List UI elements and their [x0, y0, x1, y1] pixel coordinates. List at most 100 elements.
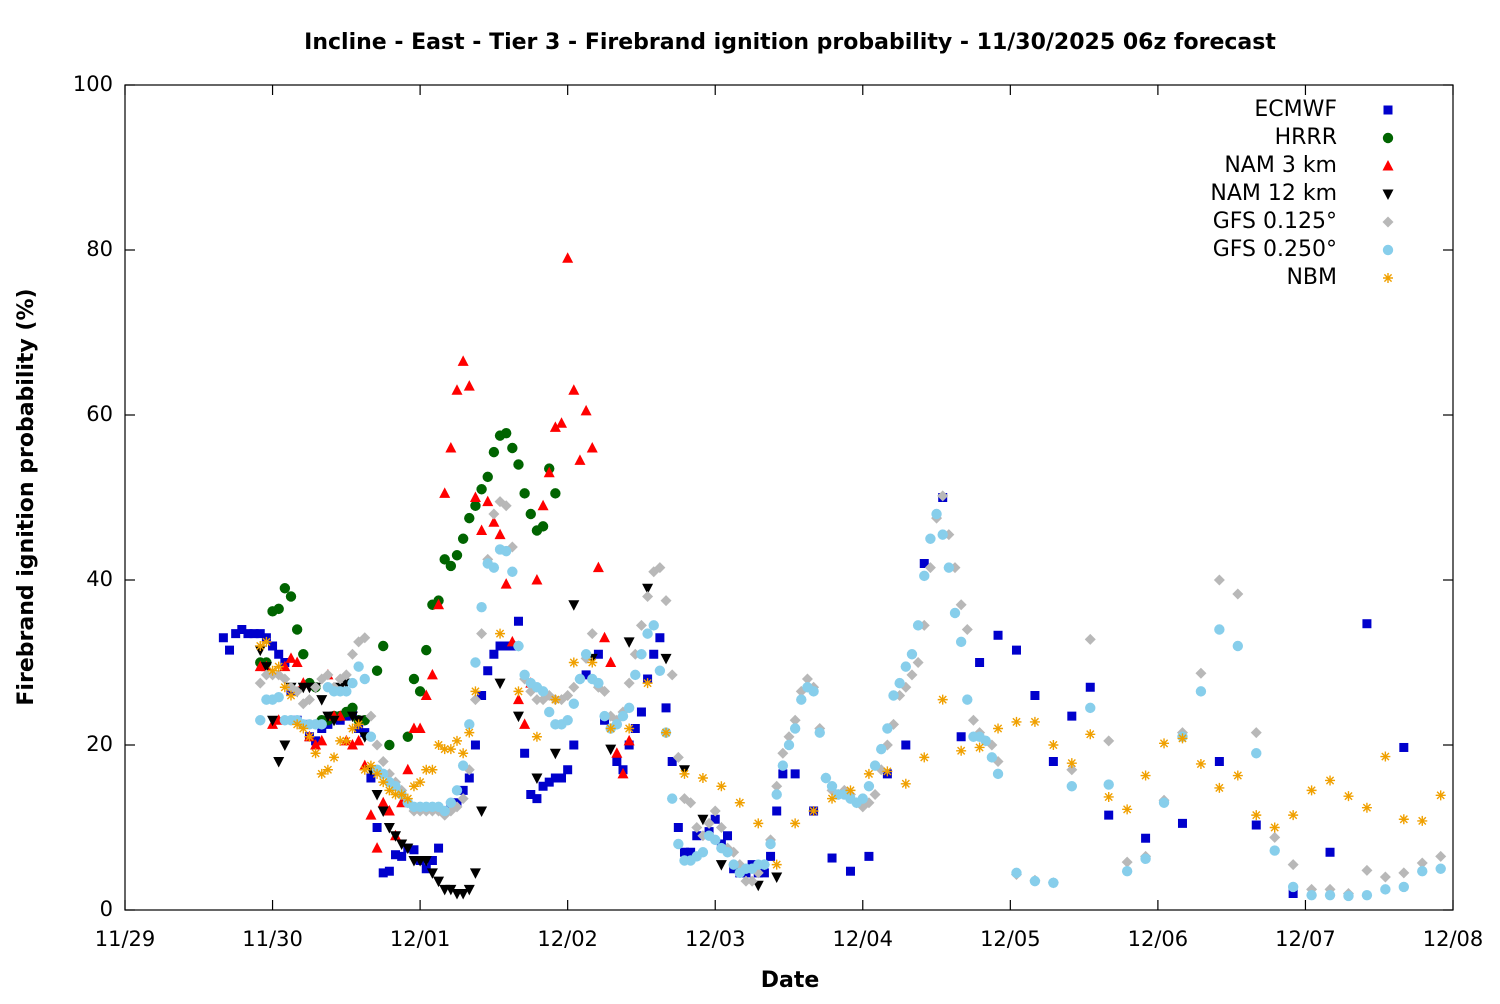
data-point [1435, 850, 1447, 862]
data-point [519, 669, 530, 681]
data-point [291, 656, 303, 667]
data-point [1361, 864, 1373, 876]
data-point [482, 471, 493, 483]
data-point [353, 734, 365, 746]
data-point [550, 488, 561, 499]
data-point [544, 777, 554, 787]
data-point [709, 805, 721, 817]
data-point [630, 724, 640, 733]
data-point [396, 839, 408, 850]
data-point [783, 739, 795, 751]
data-point [827, 853, 837, 863]
data-point [1066, 758, 1077, 769]
data-point [476, 628, 488, 640]
data-point [642, 678, 653, 689]
data-point [864, 851, 874, 861]
data-point [808, 686, 819, 697]
data-point [611, 719, 623, 730]
data-point [642, 583, 654, 595]
data-point [771, 859, 782, 870]
data-point [439, 805, 450, 817]
data-point [494, 678, 506, 690]
data-point [537, 499, 549, 511]
data-point [605, 744, 617, 756]
data-point [605, 656, 617, 667]
data-point [267, 665, 278, 676]
data-point [391, 850, 401, 860]
data-point [1343, 890, 1354, 902]
data-point [415, 777, 426, 788]
data-point [341, 735, 352, 746]
data-point [359, 764, 370, 775]
data-point [722, 847, 733, 858]
data-point [568, 681, 580, 693]
data-point [796, 694, 807, 705]
data-point [1251, 820, 1261, 830]
data-point [1379, 871, 1391, 883]
data-point [636, 707, 646, 717]
data-point [814, 727, 825, 738]
data-point [378, 640, 389, 652]
data-point [562, 715, 573, 726]
data-point [1325, 775, 1336, 786]
data-point [494, 528, 506, 540]
data-point [488, 516, 500, 527]
legend-label: HRRR [1275, 125, 1337, 150]
data-point [427, 764, 438, 775]
data-point [660, 653, 672, 665]
data-point [500, 500, 512, 512]
data-point [569, 740, 579, 750]
data-point [587, 657, 598, 668]
data-point [285, 652, 297, 663]
data-point [654, 562, 666, 574]
data-point [310, 748, 321, 759]
data-point [464, 727, 475, 738]
data-point [377, 756, 389, 767]
data-point [876, 743, 887, 755]
data-point [599, 685, 611, 697]
data-point [1269, 845, 1280, 856]
data-point [592, 561, 604, 573]
data-point [1066, 781, 1078, 792]
data-point [568, 698, 580, 709]
data-point [980, 735, 991, 747]
data-point [1085, 702, 1096, 714]
data-point [268, 641, 278, 651]
data-point [1251, 810, 1262, 821]
data-point [1214, 757, 1224, 766]
data-point [488, 446, 500, 458]
data-point [464, 512, 475, 524]
data-point [801, 673, 813, 685]
data-point [1232, 588, 1244, 600]
data-point [469, 694, 481, 706]
data-point [273, 691, 284, 703]
data-point [549, 421, 561, 432]
data-point [426, 868, 438, 879]
data-point [955, 636, 967, 648]
data-point [488, 562, 500, 573]
data-point [513, 640, 524, 652]
data-point [291, 624, 303, 635]
data-point [568, 384, 580, 395]
data-point [790, 818, 801, 829]
data-point [1011, 867, 1022, 879]
data-point [346, 711, 358, 723]
data-point [961, 624, 973, 635]
data-point [679, 768, 690, 779]
data-point [574, 454, 586, 465]
data-point [433, 598, 445, 610]
data-point [974, 742, 985, 753]
data-point [402, 793, 413, 804]
data-point [827, 793, 838, 804]
data-point [384, 739, 395, 751]
data-point [1085, 729, 1096, 740]
data-point [526, 790, 536, 799]
data-point [1030, 691, 1040, 700]
data-point [267, 715, 279, 727]
legend-marker [1383, 105, 1393, 115]
data-point [421, 864, 431, 874]
data-point [734, 797, 745, 808]
data-point [445, 442, 457, 453]
data-point [1287, 859, 1299, 871]
data-point [372, 823, 382, 832]
